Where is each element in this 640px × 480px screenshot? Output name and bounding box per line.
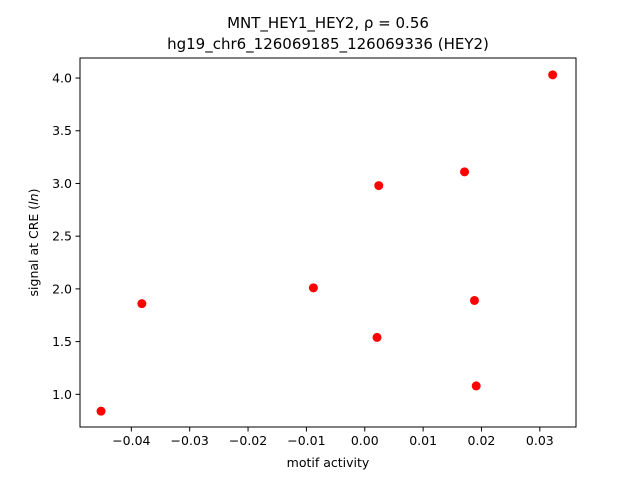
x-tick-label: 0.03: [526, 433, 554, 448]
data-point: [469, 295, 479, 305]
x-tick-label: −0.01: [287, 433, 325, 448]
data-point: [137, 299, 147, 309]
x-tick-label: 0.00: [351, 433, 379, 448]
chart-title-line1: MNT_HEY1_HEY2, ρ = 0.56: [227, 14, 429, 33]
y-tick-label: 1.5: [52, 334, 72, 349]
data-point: [96, 406, 106, 416]
y-axis-ticks: 1.0 1.5 2.0 2.5 3.0 3.5 4.0: [52, 71, 80, 402]
x-axis-ticks: −0.04 −0.03 −0.02 −0.01 0.00 0.01 0.02 0.03: [112, 427, 554, 448]
data-point: [308, 283, 318, 293]
data-point: [548, 70, 558, 80]
x-axis-label: motif activity: [287, 455, 370, 470]
data-point: [460, 167, 470, 177]
data-point: [471, 381, 481, 391]
chart-title-line2: hg19_chr6_126069185_126069336 (HEY2): [167, 35, 489, 54]
x-tick-label: −0.02: [229, 433, 267, 448]
data-point: [374, 181, 384, 191]
plot-area-frame: [79, 57, 577, 428]
y-tick-label: 2.0: [52, 281, 72, 296]
data-point: [372, 332, 382, 342]
x-tick-label: −0.04: [112, 433, 150, 448]
y-tick-label: 3.0: [52, 176, 72, 191]
y-tick-label: 3.5: [52, 123, 72, 138]
x-tick-label: −0.03: [171, 433, 209, 448]
y-tick-label: 1.0: [52, 387, 72, 402]
y-tick-label: 2.5: [52, 229, 72, 244]
data-points: [96, 70, 558, 416]
x-tick-label: 0.02: [468, 433, 496, 448]
x-tick-label: 0.01: [409, 433, 437, 448]
y-tick-label: 4.0: [52, 71, 72, 86]
y-axis-label: signal at CRE (ln): [26, 189, 41, 297]
